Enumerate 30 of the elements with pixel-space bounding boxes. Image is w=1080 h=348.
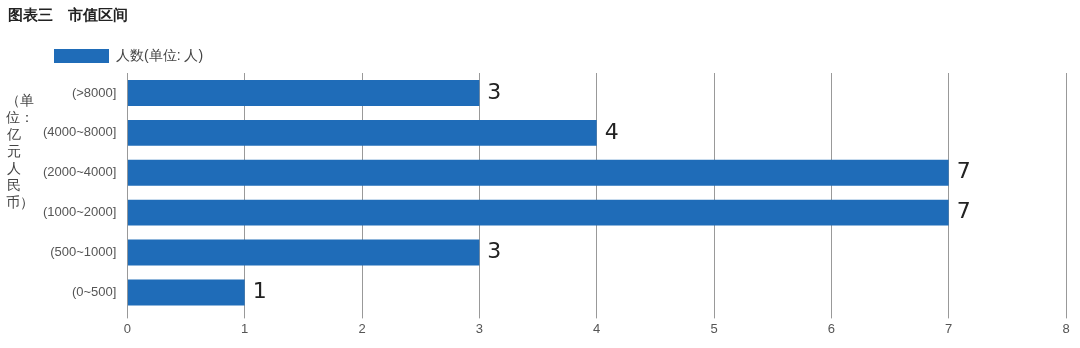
bar	[127, 279, 245, 306]
legend-label: 人数(单位: 人)	[116, 46, 204, 63]
data-label: 3	[487, 238, 502, 264]
data-label: 3	[487, 78, 502, 104]
bar	[127, 239, 480, 266]
x-tick-label: 3	[475, 320, 483, 336]
bar	[127, 159, 949, 186]
x-tick-label: 5	[710, 320, 718, 336]
data-label: 1	[252, 278, 267, 304]
chart-title: 图表三 市值区间	[8, 6, 128, 25]
y-tick-label: (>8000]	[71, 84, 117, 100]
x-tick-label: 4	[593, 320, 601, 336]
y-axis-title: （单位：亿元人民币）	[6, 92, 34, 211]
data-label: 7	[956, 198, 971, 224]
y-tick-label: (4000~8000]	[43, 124, 117, 140]
y-tick-label: (2000~4000]	[43, 164, 117, 180]
y-tick-label: (0~500]	[71, 284, 117, 300]
x-tick-label: 0	[123, 320, 131, 336]
x-tick-label: 7	[945, 320, 953, 336]
y-tick-label: (500~1000]	[50, 244, 117, 260]
x-tick-label: 2	[358, 320, 366, 336]
x-tick-label: 1	[241, 320, 249, 336]
x-tick-label: 6	[827, 320, 835, 336]
bar	[127, 199, 949, 226]
x-tick-label: 8	[1062, 320, 1070, 336]
bar	[127, 119, 597, 146]
data-label: 7	[956, 158, 971, 184]
y-tick-label: (1000~2000]	[43, 204, 117, 220]
bar	[127, 79, 480, 106]
data-label: 4	[604, 118, 619, 144]
